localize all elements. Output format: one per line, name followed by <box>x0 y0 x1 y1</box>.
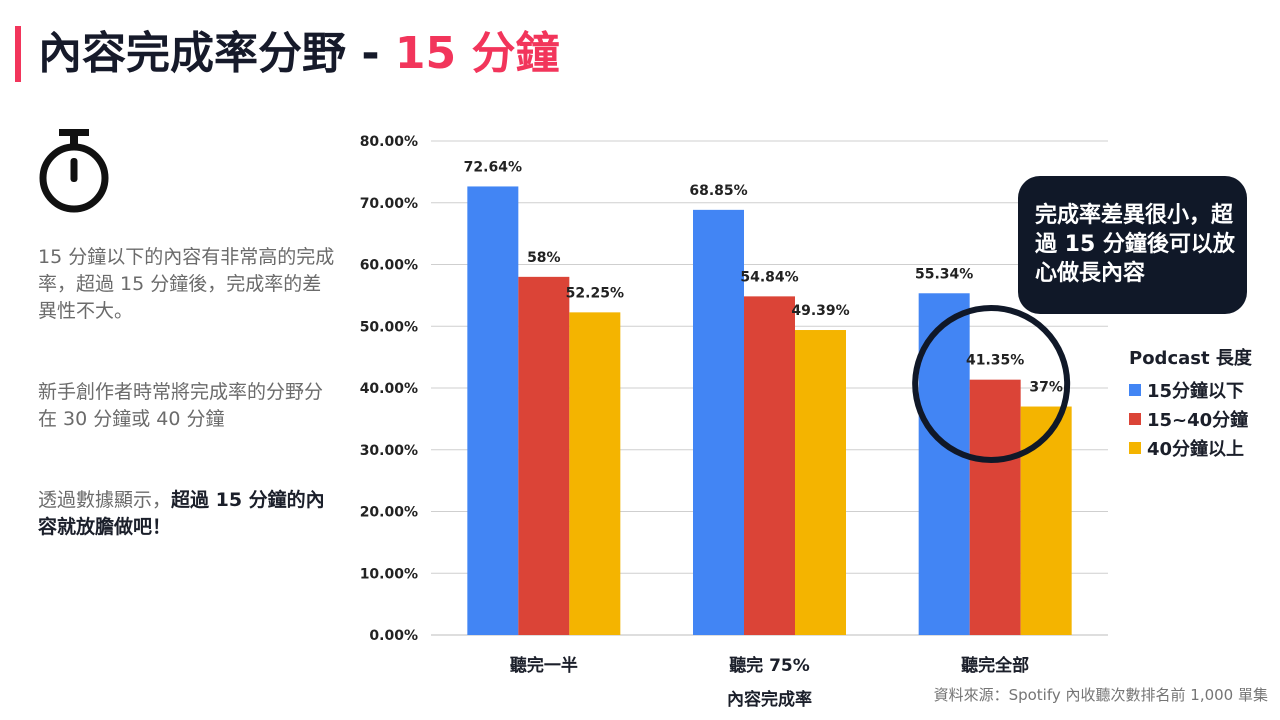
bar-label: 58% <box>527 250 561 266</box>
legend-label-1: 15~40分鐘 <box>1147 409 1249 431</box>
bar-label: 68.85% <box>689 183 747 199</box>
legend-swatch-2 <box>1129 441 1141 454</box>
bar-label: 49.39% <box>791 303 849 319</box>
legend-item-0: 15分鐘以下 <box>1129 375 1252 404</box>
sidebar-paragraph-1: 15 分鐘以下的內容有非常高的完成率，超過 15 分鐘後，完成率的差異性不大。 <box>38 246 335 322</box>
bar-0-0 <box>467 186 519 635</box>
bar-label: 37% <box>1029 380 1063 396</box>
y-tick-label: 40.00% <box>360 381 418 397</box>
legend-item-1: 15~40分鐘 <box>1129 404 1252 433</box>
sidebar-paragraph-3: 透過數據顯示，超過 15 分鐘的內容就放膽做吧！ <box>38 487 338 541</box>
bar-2-0 <box>569 312 621 635</box>
y-tick-label: 80.00% <box>360 134 418 150</box>
stopwatch-icon <box>39 129 109 213</box>
y-tick-label: 30.00% <box>360 443 418 459</box>
y-tick-label: 10.00% <box>360 566 418 582</box>
legend-swatch-1 <box>1129 412 1141 425</box>
legend-item-2: 40分鐘以上 <box>1129 433 1252 462</box>
y-tick-label: 20.00% <box>360 505 418 521</box>
x-tick-label: 聽完 75% <box>729 655 810 676</box>
x-tick-label: 聽完全部 <box>961 655 1029 676</box>
source-note: 資料來源：Spotify 內收聽次數排名前 1,000 單集 <box>933 686 1268 704</box>
legend-label-0: 15分鐘以下 <box>1147 380 1245 402</box>
bar-0-2 <box>918 293 970 635</box>
callout-box: 完成率差異很小，超過 15 分鐘後可以放心做長內容 <box>1018 176 1247 314</box>
bar-1-1 <box>744 296 795 635</box>
legend-title: Podcast 長度 <box>1129 348 1252 369</box>
sidebar-paragraph-2: 新手創作者時常將完成率的分野分在 30 分鐘或 40 分鐘 <box>38 381 324 430</box>
y-tick-label: 60.00% <box>360 258 418 274</box>
title-highlight: 15 分鐘 <box>394 28 560 79</box>
bar-1-0 <box>518 276 570 635</box>
bar-label: 72.64% <box>464 159 522 175</box>
bar-label: 52.25% <box>566 285 624 301</box>
bar-label: 41.35% <box>966 353 1024 369</box>
title-main: 內容完成率分野 - <box>38 28 395 79</box>
y-tick-label: 50.00% <box>360 319 418 335</box>
page-title: 內容完成率分野 - 15 分鐘 <box>38 22 559 86</box>
title-accent-bar <box>15 26 21 82</box>
y-tick-label: 70.00% <box>360 196 418 212</box>
legend-swatch-0 <box>1129 383 1141 396</box>
chart-legend: Podcast 長度 15分鐘以下 15~40分鐘 40分鐘以上 <box>1129 346 1252 462</box>
bar-1-2 <box>969 379 1021 635</box>
sidebar-paragraph-3-bold: 超過 15 分鐘的內容就放膽做吧！ <box>38 489 325 538</box>
sidebar-paragraph-3-plain: 透過數據顯示， <box>38 489 172 511</box>
x-axis-label: 內容完成率 <box>727 689 812 710</box>
bar-label: 55.34% <box>915 266 973 282</box>
annotation-circle <box>912 305 1071 463</box>
bar-2-1 <box>795 330 846 635</box>
legend-label-2: 40分鐘以上 <box>1147 438 1245 460</box>
bar-0-1 <box>693 209 744 635</box>
bar-label: 54.84% <box>740 269 798 285</box>
bar-2-2 <box>1020 406 1072 635</box>
x-tick-label: 聽完一半 <box>510 655 578 676</box>
y-tick-label: 0.00% <box>369 628 418 644</box>
